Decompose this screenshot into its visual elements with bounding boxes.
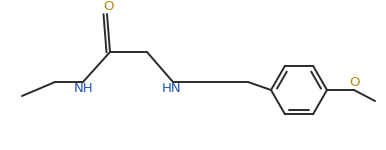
Text: NH: NH (74, 82, 94, 96)
Text: O: O (350, 76, 360, 90)
Text: HN: HN (162, 82, 182, 96)
Text: O: O (103, 0, 113, 13)
